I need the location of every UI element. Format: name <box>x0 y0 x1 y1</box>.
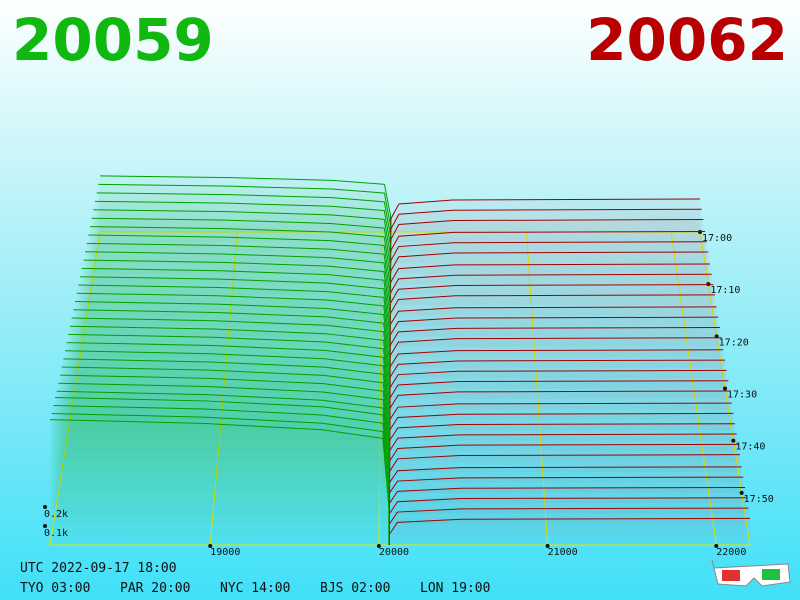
z-tick-label: 0.1k <box>44 528 68 539</box>
grid-line <box>209 231 238 546</box>
bid-depth-line <box>49 419 390 545</box>
bid-price: 20059 <box>12 6 214 74</box>
bid-depth-line <box>86 242 391 316</box>
bid-depth-line <box>98 183 391 243</box>
bid-depth-line <box>61 366 390 472</box>
ask-depth-line <box>389 476 744 504</box>
ask-depth-line <box>389 380 729 410</box>
tick-mark <box>723 386 727 391</box>
bid-depth-line <box>71 317 391 410</box>
bid-depth-line <box>79 276 391 358</box>
bid-depth-line <box>68 333 390 431</box>
ask-depth-line <box>388 507 749 535</box>
city-time: TYO 03:00 <box>20 581 90 596</box>
ask-depth-line <box>389 454 741 483</box>
glasses-lens <box>722 570 740 581</box>
tick-mark <box>43 524 47 528</box>
ask-depth-line <box>389 433 737 462</box>
time-tick-label: 17:10 <box>710 285 740 296</box>
ask-depth-line <box>390 198 701 232</box>
tick-mark <box>739 490 744 495</box>
x-tick-label: 21000 <box>548 547 578 558</box>
bid-depth-line <box>88 234 391 306</box>
grid-line <box>670 231 717 546</box>
bid-depth-line <box>66 342 390 441</box>
ask-price: 20062 <box>586 6 788 74</box>
bid-depth-line <box>99 175 391 232</box>
time-tick-label: 17:40 <box>735 442 765 453</box>
city-time: BJS 02:00 <box>320 581 390 596</box>
bid-depth-line <box>63 358 390 462</box>
tick-mark <box>731 438 736 443</box>
3d-glasses-icon[interactable] <box>711 559 791 587</box>
ask-depth-line <box>389 326 721 358</box>
bid-depth-line <box>96 192 391 253</box>
time-tick-label: 17:30 <box>727 390 757 401</box>
ask-depth-line <box>389 337 722 368</box>
ask-depth-line <box>390 263 711 295</box>
bid-depth-line <box>81 267 391 347</box>
ask-depth-line <box>389 486 746 514</box>
ask-depth-line <box>390 208 702 243</box>
ask-depth-line <box>389 359 726 389</box>
ask-depth-line <box>390 219 704 253</box>
glasses-lens <box>762 569 780 580</box>
utc-time: UTC 2022-09-17 18:00 <box>20 561 177 576</box>
z-tick-label: 0.2k <box>44 509 68 520</box>
grid-line <box>378 231 383 546</box>
bid-depth-line <box>78 284 391 368</box>
ask-depth-line <box>389 423 736 452</box>
tick-mark <box>376 544 381 548</box>
ask-depth-line <box>389 412 734 441</box>
ask-depth-line <box>389 466 742 493</box>
city-time: PAR 20:00 <box>120 581 190 596</box>
bid-depth-line <box>64 350 390 452</box>
ask-depth-line <box>389 349 724 379</box>
ask-depth-line <box>389 316 719 347</box>
city-time: NYC 14:00 <box>220 581 290 596</box>
bid-depth-line <box>76 292 391 379</box>
tick-mark <box>208 544 213 548</box>
glasses-arm <box>711 559 715 569</box>
bid-depth-line <box>83 259 391 337</box>
x-tick-label: 19000 <box>210 547 240 558</box>
ask-depth-line <box>388 497 747 525</box>
tick-mark <box>43 505 47 509</box>
ask-depth-line <box>389 306 717 337</box>
tick-mark <box>714 544 719 548</box>
grid-line <box>526 231 549 546</box>
bid-depth-line <box>69 325 391 420</box>
time-tick-label: 17:20 <box>719 337 749 348</box>
bid-area <box>50 420 389 545</box>
time-tick-label: 17:50 <box>744 494 774 505</box>
ask-depth-line <box>390 273 712 306</box>
ask-depth-line <box>389 284 714 316</box>
ask-depth-line <box>389 443 739 472</box>
bid-depth-line <box>89 226 391 295</box>
ask-area <box>389 518 750 545</box>
bid-depth-line <box>74 301 391 389</box>
ask-depth-line <box>389 402 732 431</box>
ask-depth-line <box>389 390 731 420</box>
bid-depth-line <box>94 200 391 264</box>
ask-depth-line <box>389 294 716 326</box>
bid-depth-line <box>91 217 391 285</box>
plot: 19000 20000 21000 22000 17:00 17:10 17:20 17:30… <box>43 175 774 558</box>
bid-depth-line <box>84 251 391 326</box>
city-time: LON 19:00 <box>420 581 490 596</box>
bid-depth-line <box>93 209 391 274</box>
bid-depth-line <box>73 309 391 399</box>
ask-depth-line <box>389 369 727 399</box>
ask-depth-line <box>388 517 751 545</box>
time-tick-label: 17:00 <box>702 233 732 244</box>
x-tick-label: 22000 <box>716 547 746 558</box>
x-tick-label: 20000 <box>379 547 409 558</box>
tick-mark <box>545 544 550 548</box>
